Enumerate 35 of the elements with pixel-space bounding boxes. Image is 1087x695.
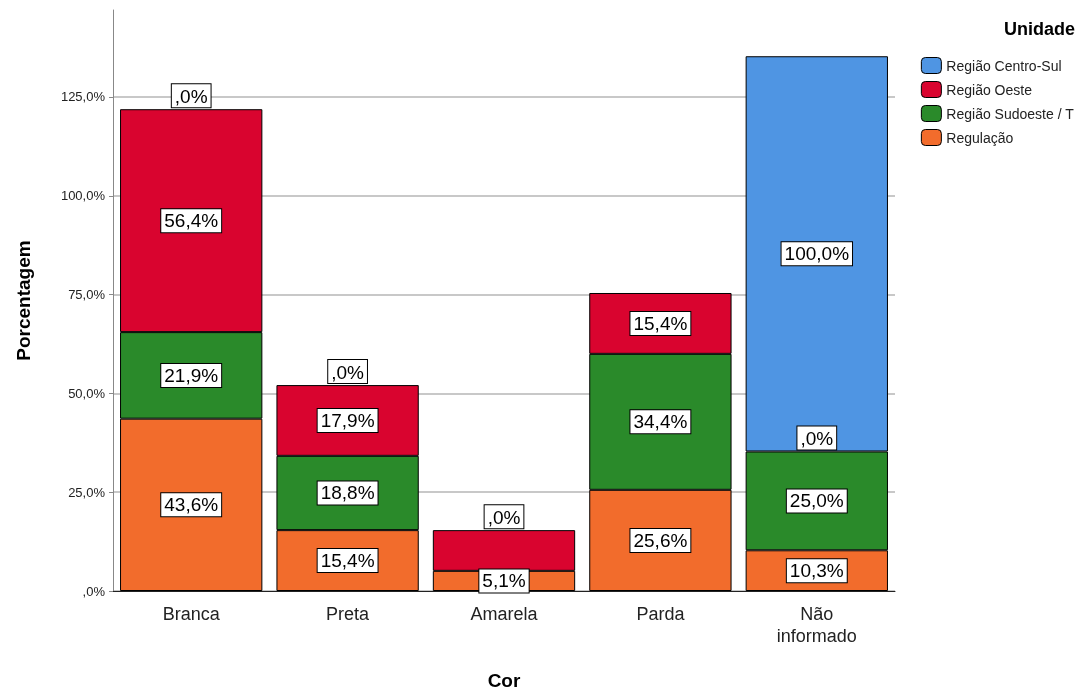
y-tick-label: 75,0% [68,287,106,303]
legend-label: Região Oeste [946,81,1033,98]
y-tick-label: 25,0% [68,484,106,500]
data-label: 15,4% [633,312,688,334]
data-label: 34,4% [633,411,688,433]
x-tick-label: Preta [326,604,371,624]
annotation: ,0% [487,507,521,529]
data-label: 21,9% [164,364,219,386]
legend-label: Região Centro-Sul [946,57,1062,74]
annotation: ,0% [800,428,834,450]
y-tick-label: 100,0% [60,188,106,204]
y-tick-label: 125,0% [60,89,106,105]
data-label: 15,4% [320,550,375,572]
data-label: 18,8% [320,482,375,504]
y-tick-label: 50,0% [68,385,106,401]
x-tick-label: Não informado [776,604,857,646]
data-label: 25,0% [789,490,844,512]
y-tick-label: ,0% [82,583,106,599]
data-label: 100,0% [784,243,850,265]
data-label: 43,6% [164,494,219,516]
data-label: 25,6% [633,529,688,551]
x-tick-label: Parda [636,604,686,624]
data-label: 56,4% [164,210,219,232]
legend-label: Regulação [946,129,1014,146]
x-tick-label: Branca [162,604,221,624]
data-label: 17,9% [320,409,375,431]
y-axis-title: Porcentagem [13,240,34,361]
x-axis-title: Cor [487,670,521,691]
data-label: 10,3% [789,560,844,582]
data-label: 5,1% [482,570,526,592]
annotation: ,0% [174,86,208,108]
legend-label: Região Sudoeste / T [946,105,1075,122]
annotation: ,0% [331,362,365,384]
legend-title: Unidade [1003,19,1076,39]
x-tick-label: Amarela [470,604,539,624]
